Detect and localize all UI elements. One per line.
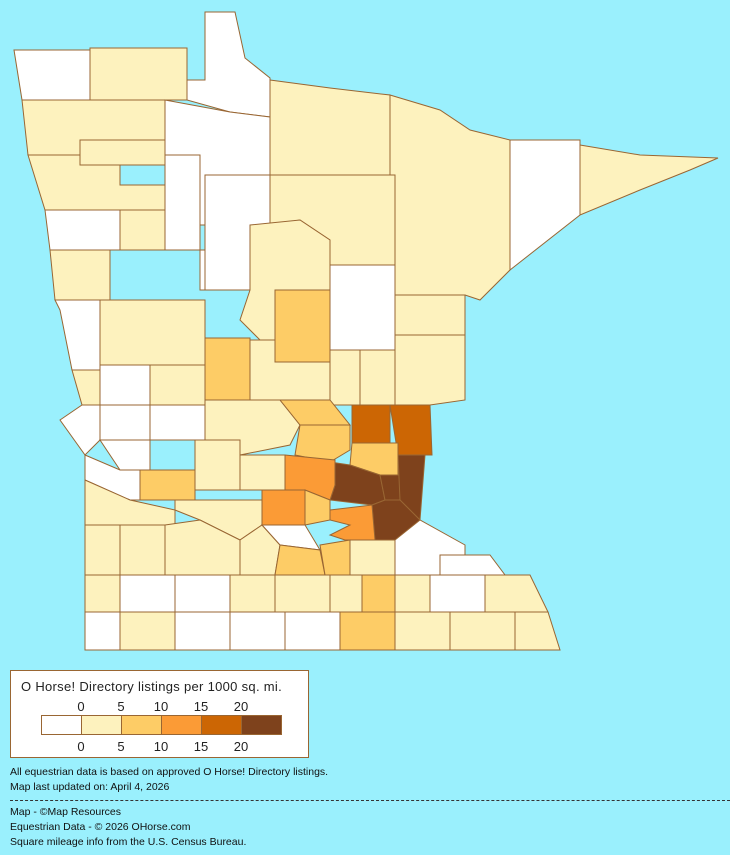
data-credit: Equestrian Data - © 2026 OHorse.com: [10, 821, 191, 833]
legend-tick: 5: [117, 739, 125, 754]
county-region: [99, 404, 151, 441]
county-region: [13, 49, 91, 101]
county-region: [329, 264, 396, 351]
legend-tick: 20: [233, 699, 249, 714]
county-region: [59, 404, 101, 456]
county-region: [139, 469, 196, 501]
county-region: [164, 154, 201, 251]
county-region: [71, 369, 101, 406]
county-region: [361, 574, 396, 613]
county-region: [339, 611, 396, 651]
county-region: [229, 611, 286, 651]
county-region: [54, 299, 101, 371]
divider: [10, 800, 730, 801]
last-updated-note: Map last updated on: April 4, 2026: [10, 781, 170, 793]
county-region: [149, 404, 206, 441]
county-region: [119, 524, 166, 576]
legend: O Horse! Directory listings per 1000 sq.…: [10, 670, 309, 758]
county-region: [429, 574, 486, 613]
legend-tick: 10: [153, 739, 169, 754]
county-region: [274, 544, 326, 576]
county-region: [394, 611, 451, 651]
data-source-note: All equestrian data is based on approved…: [10, 766, 329, 778]
county-region: [449, 611, 516, 651]
legend-tick: 15: [193, 699, 209, 714]
county-region: [284, 611, 341, 651]
county-region: [89, 47, 188, 101]
county-region: [44, 209, 121, 251]
legend-swatch-0-5: [82, 716, 122, 734]
county-region: [186, 11, 271, 118]
legend-tick: 15: [193, 739, 209, 754]
county-region: [174, 574, 231, 613]
county-region: [204, 337, 251, 401]
county-region: [509, 139, 581, 272]
county-region: [84, 479, 176, 526]
legend-color-bar: [41, 715, 282, 735]
county-region: [304, 489, 331, 526]
county-region: [84, 611, 121, 651]
county-region: [394, 334, 466, 406]
county-region: [514, 611, 561, 651]
county-region: [394, 574, 431, 613]
legend-swatch-20+: [242, 716, 281, 734]
legend-tick: 20: [233, 739, 249, 754]
county-region: [359, 349, 396, 406]
county-region: [99, 299, 206, 366]
county-region: [439, 554, 506, 576]
legend-swatch-5-10: [122, 716, 162, 734]
county-region: [229, 574, 276, 613]
county-region: [274, 289, 331, 363]
map-credit: Map - ©Map Resources: [10, 806, 122, 818]
county-region: [199, 249, 206, 291]
county-region: [99, 364, 151, 406]
county-region: [49, 249, 111, 301]
county-region: [389, 94, 511, 301]
county-region: [274, 574, 331, 613]
legend-tick: 0: [77, 699, 85, 714]
minnesota-county-map: [13, 11, 719, 651]
legend-title: O Horse! Directory listings per 1000 sq.…: [21, 679, 283, 694]
county-region: [119, 611, 176, 651]
county-region: [79, 139, 166, 166]
county-region: [239, 454, 286, 491]
county-region: [351, 404, 391, 444]
county-region: [319, 539, 351, 576]
county-region: [349, 539, 396, 576]
county-region: [269, 79, 391, 176]
county-region: [261, 489, 306, 526]
county-region: [579, 144, 719, 216]
county-region: [329, 574, 363, 613]
legend-swatch-0: [42, 716, 82, 734]
county-region: [84, 524, 121, 576]
county-region: [389, 404, 433, 456]
legend-tick: 10: [153, 699, 169, 714]
county-region: [119, 209, 166, 251]
county-region: [149, 364, 206, 406]
legend-swatch-10-15: [162, 716, 202, 734]
legend-swatch-15-20: [202, 716, 242, 734]
county-region: [194, 439, 241, 491]
county-region: [329, 349, 361, 406]
legend-tick: 0: [77, 739, 85, 754]
county-region: [394, 294, 466, 336]
county-region: [484, 574, 549, 613]
county-region: [84, 574, 121, 613]
legend-tick: 5: [117, 699, 125, 714]
county-region: [119, 574, 176, 613]
county-region: [328, 504, 376, 541]
county-region: [294, 424, 351, 463]
county-region: [174, 611, 231, 651]
census-credit: Square mileage info from the U.S. Census…: [10, 836, 247, 848]
